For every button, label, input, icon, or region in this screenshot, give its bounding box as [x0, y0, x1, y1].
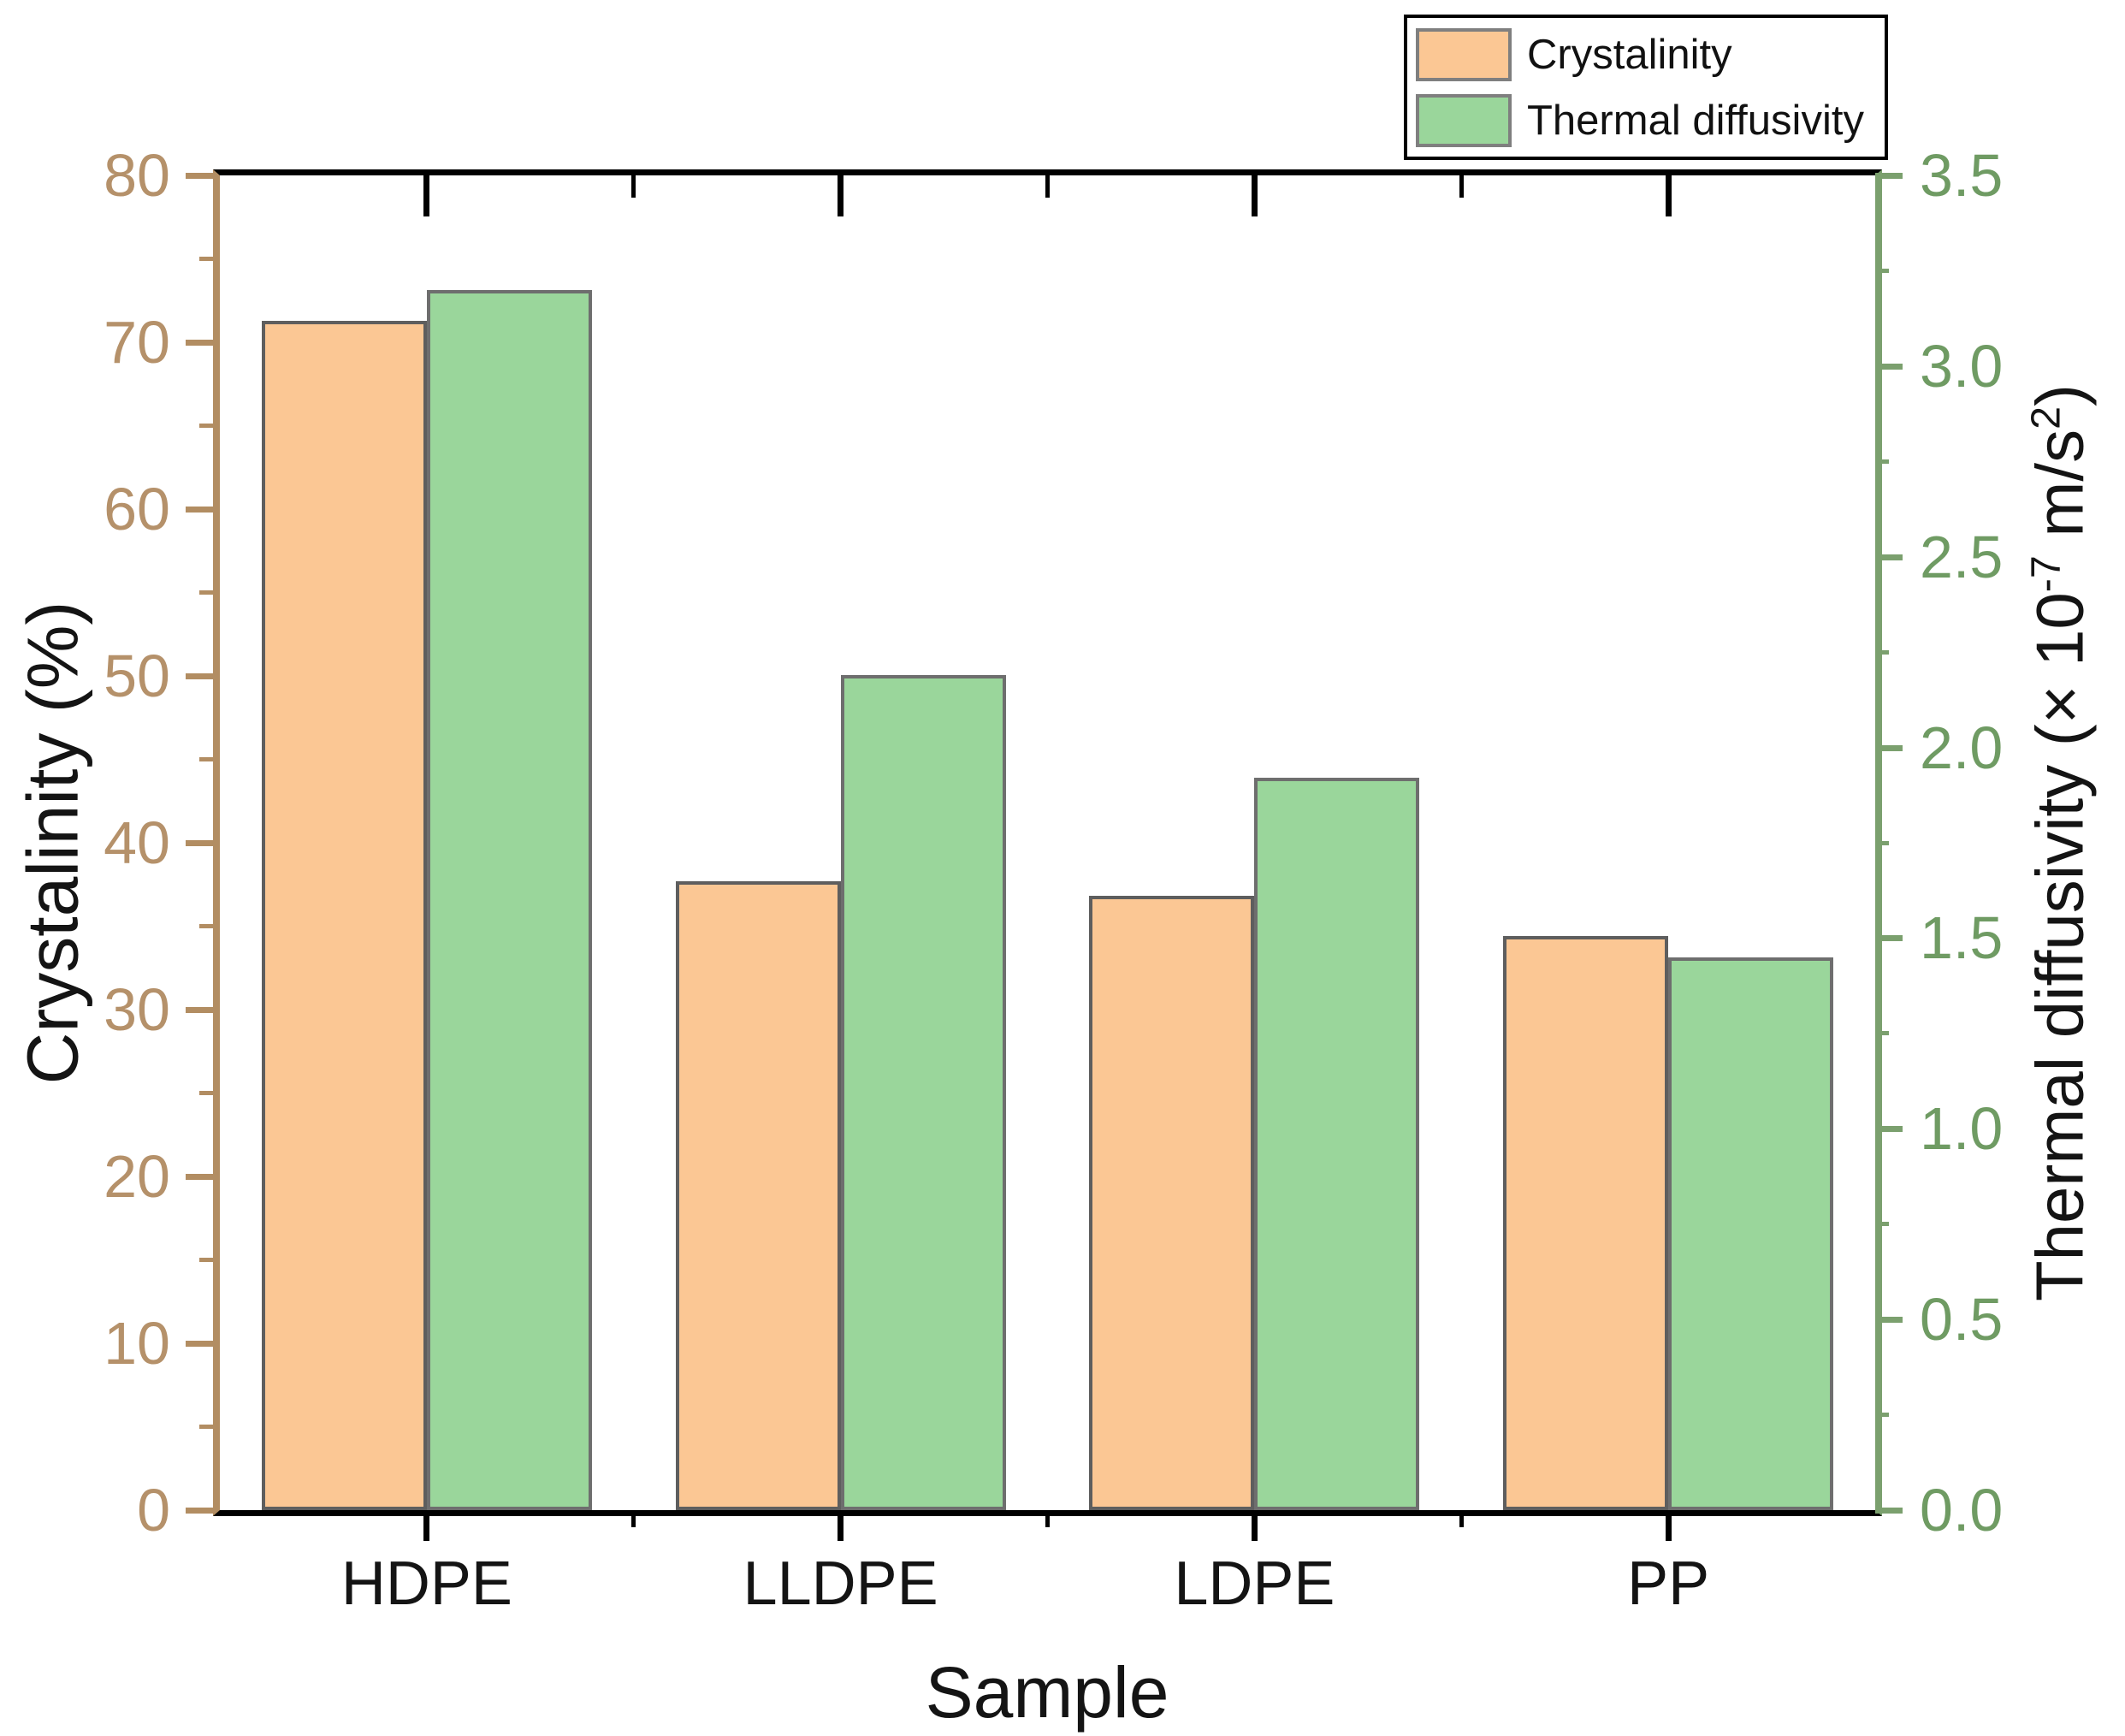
right-axis-minor-tick: [1875, 1413, 1889, 1418]
x-axis-category-label: HDPE: [340, 1549, 512, 1618]
left-axis-major-tick: [186, 340, 213, 346]
left-axis-tick-label: 40: [104, 809, 170, 876]
top-axis-major-tick: [1251, 175, 1258, 216]
left-axis-minor-tick: [199, 1091, 213, 1095]
left-axis-major-tick: [186, 1508, 213, 1514]
top-axis-major-tick: [838, 175, 844, 216]
x-axis-major-tick: [838, 1510, 844, 1541]
x-axis-major-tick: [1251, 1510, 1258, 1541]
right-axis-major-tick: [1875, 744, 1903, 751]
top-axis-minor-tick: [1459, 175, 1464, 198]
x-axis-major-tick: [1665, 1510, 1672, 1541]
bar-thermal-diffusivity-pp: [1668, 957, 1834, 1510]
legend-item-thermal-diffusivity: Thermal diffusivity: [1407, 94, 1885, 151]
bar-thermal-diffusivity-hdpe: [426, 289, 592, 1510]
left-axis-minor-tick: [199, 424, 213, 428]
bar-crystalinity-pp: [1503, 936, 1669, 1510]
right-axis-tick-label: 2.5: [1920, 523, 2004, 590]
right-axis-minor-tick: [1875, 1031, 1889, 1036]
x-axis-category-label: LDPE: [1174, 1549, 1335, 1618]
bar-crystalinity-ldpe: [1089, 896, 1255, 1510]
left-axis-minor-tick: [199, 1258, 213, 1262]
x-axis-minor-tick: [1045, 1510, 1050, 1527]
y-left-axis-title: Crystalinity (%): [12, 601, 93, 1085]
y-right-axis-title-post: ): [2021, 384, 2098, 407]
y-right-axis-title-mid: m/s: [2021, 429, 2098, 556]
left-axis-major-tick: [186, 1174, 213, 1180]
right-axis-tick-label: 0.5: [1920, 1286, 2004, 1354]
left-axis-tick-label: 80: [104, 142, 170, 209]
top-axis-major-tick: [423, 175, 430, 216]
right-axis-minor-tick: [1875, 268, 1889, 273]
bar-crystalinity-hdpe: [261, 320, 427, 1510]
left-axis-tick-label: 10: [104, 1310, 170, 1377]
x-axis-category-label: PP: [1627, 1549, 1710, 1618]
right-axis-major-tick: [1875, 554, 1903, 560]
left-axis-tick-label: 20: [104, 1143, 170, 1210]
left-axis-minor-tick: [199, 757, 213, 761]
left-axis-minor-tick: [199, 590, 213, 595]
y-right-axis-title-pre: Thermal diffusivity (× 10: [2021, 592, 2098, 1301]
right-axis-tick-label: 1.0: [1920, 1095, 2004, 1163]
left-axis-major-tick: [186, 673, 213, 679]
left-axis-minor-tick: [199, 924, 213, 928]
legend-swatch-crystalinity: [1416, 28, 1512, 81]
right-axis-tick-label: 3.5: [1920, 142, 2004, 209]
left-axis-tick-label: 60: [104, 476, 170, 542]
right-axis-minor-tick: [1875, 1222, 1889, 1227]
right-axis-major-tick: [1875, 1508, 1903, 1514]
right-axis-major-tick: [1875, 363, 1903, 370]
y-right-axis-title-exponent: -7: [2022, 555, 2069, 593]
left-axis-major-tick: [186, 173, 213, 179]
x-axis-minor-tick: [1459, 1510, 1464, 1527]
left-axis-tick-label: 70: [104, 309, 170, 376]
x-axis-title: Sample: [925, 1652, 1169, 1733]
y-right-axis-title-squared: 2: [2022, 406, 2069, 430]
x-axis-minor-tick: [631, 1510, 636, 1527]
y-right-axis-title: Thermal diffusivity (× 10-7 m/s2): [2021, 384, 2099, 1301]
bar-crystalinity-lldpe: [675, 880, 841, 1510]
legend-label-crystalinity: Crystalinity: [1527, 32, 1732, 78]
left-axis-major-tick: [186, 507, 213, 513]
legend: Crystalinity Thermal diffusivity: [1404, 15, 1888, 160]
legend-item-crystalinity: Crystalinity: [1407, 28, 1885, 85]
bar-thermal-diffusivity-lldpe: [840, 674, 1006, 1510]
top-axis-major-tick: [1665, 175, 1672, 216]
x-axis-category-label: LLDPE: [743, 1549, 938, 1618]
left-axis-minor-tick: [199, 1425, 213, 1429]
right-axis-tick-label: 1.5: [1920, 904, 2004, 972]
bar-thermal-diffusivity-ldpe: [1254, 778, 1420, 1510]
legend-label-thermal-diffusivity: Thermal diffusivity: [1527, 98, 1864, 144]
left-axis-major-tick: [186, 840, 213, 846]
x-axis-major-tick: [423, 1510, 430, 1541]
right-axis-major-tick: [1875, 1317, 1903, 1324]
right-axis-minor-tick: [1875, 459, 1889, 464]
legend-swatch-thermal-diffusivity: [1416, 94, 1512, 147]
right-axis-tick-label: 3.0: [1920, 332, 2004, 400]
right-axis-tick-label: 0.0: [1920, 1477, 2004, 1543]
right-axis-minor-tick: [1875, 649, 1889, 655]
left-axis-tick-label: 30: [104, 976, 170, 1043]
left-axis-tick-label: 0: [137, 1477, 170, 1543]
left-axis-tick-label: 50: [104, 643, 170, 709]
left-axis-major-tick: [186, 1007, 213, 1013]
left-axis-major-tick: [186, 1341, 213, 1347]
right-axis-tick-label: 2.0: [1920, 714, 2004, 781]
right-axis-major-tick: [1875, 173, 1903, 179]
right-axis-major-tick: [1875, 1126, 1903, 1133]
right-axis-major-tick: [1875, 935, 1903, 942]
left-axis-minor-tick: [199, 257, 213, 261]
top-axis-minor-tick: [1045, 175, 1050, 198]
top-axis-minor-tick: [631, 175, 636, 198]
right-axis-minor-tick: [1875, 840, 1889, 845]
